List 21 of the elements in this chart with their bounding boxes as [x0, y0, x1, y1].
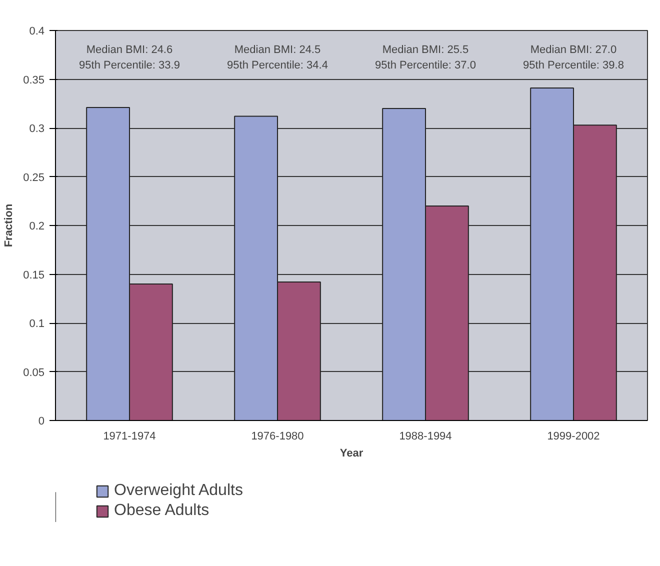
- x-tick-label: 1999-2002: [547, 430, 600, 442]
- y-tick-label: 0.2: [29, 220, 45, 232]
- y-tick-label: 0.1: [29, 318, 45, 330]
- y-tick-label: 0.25: [23, 172, 45, 184]
- x-tick-label: 1988-1994: [399, 430, 452, 442]
- annotation: Median BMI: 27.0 95th Percentile: 39.8: [523, 44, 624, 72]
- y-tick-label: 0.35: [23, 74, 45, 86]
- x-axis-title: Year: [340, 448, 364, 460]
- x-tick-label: 1971-1974: [103, 430, 156, 442]
- legend-label: Obese Adults: [114, 502, 210, 520]
- annotation: Median BMI: 24.6 95th Percentile: 33.9: [79, 44, 180, 72]
- legend-label: Overweight Adults: [114, 482, 243, 500]
- annotation: Median BMI: 24.5 95th Percentile: 34.4: [227, 44, 328, 72]
- y-tick-label: 0.3: [29, 123, 45, 135]
- y-axis-title: Fraction: [3, 204, 16, 248]
- y-tick-label: 0: [38, 416, 45, 428]
- y-tick-label: 0.4: [29, 26, 45, 38]
- y-tick-label: 0.05: [23, 366, 45, 379]
- y-tick-label: 0.15: [23, 269, 45, 282]
- x-tick-label: 1976-1980: [251, 430, 304, 442]
- annotation: Median BMI: 25.5 95th Percentile: 37.0: [375, 44, 476, 72]
